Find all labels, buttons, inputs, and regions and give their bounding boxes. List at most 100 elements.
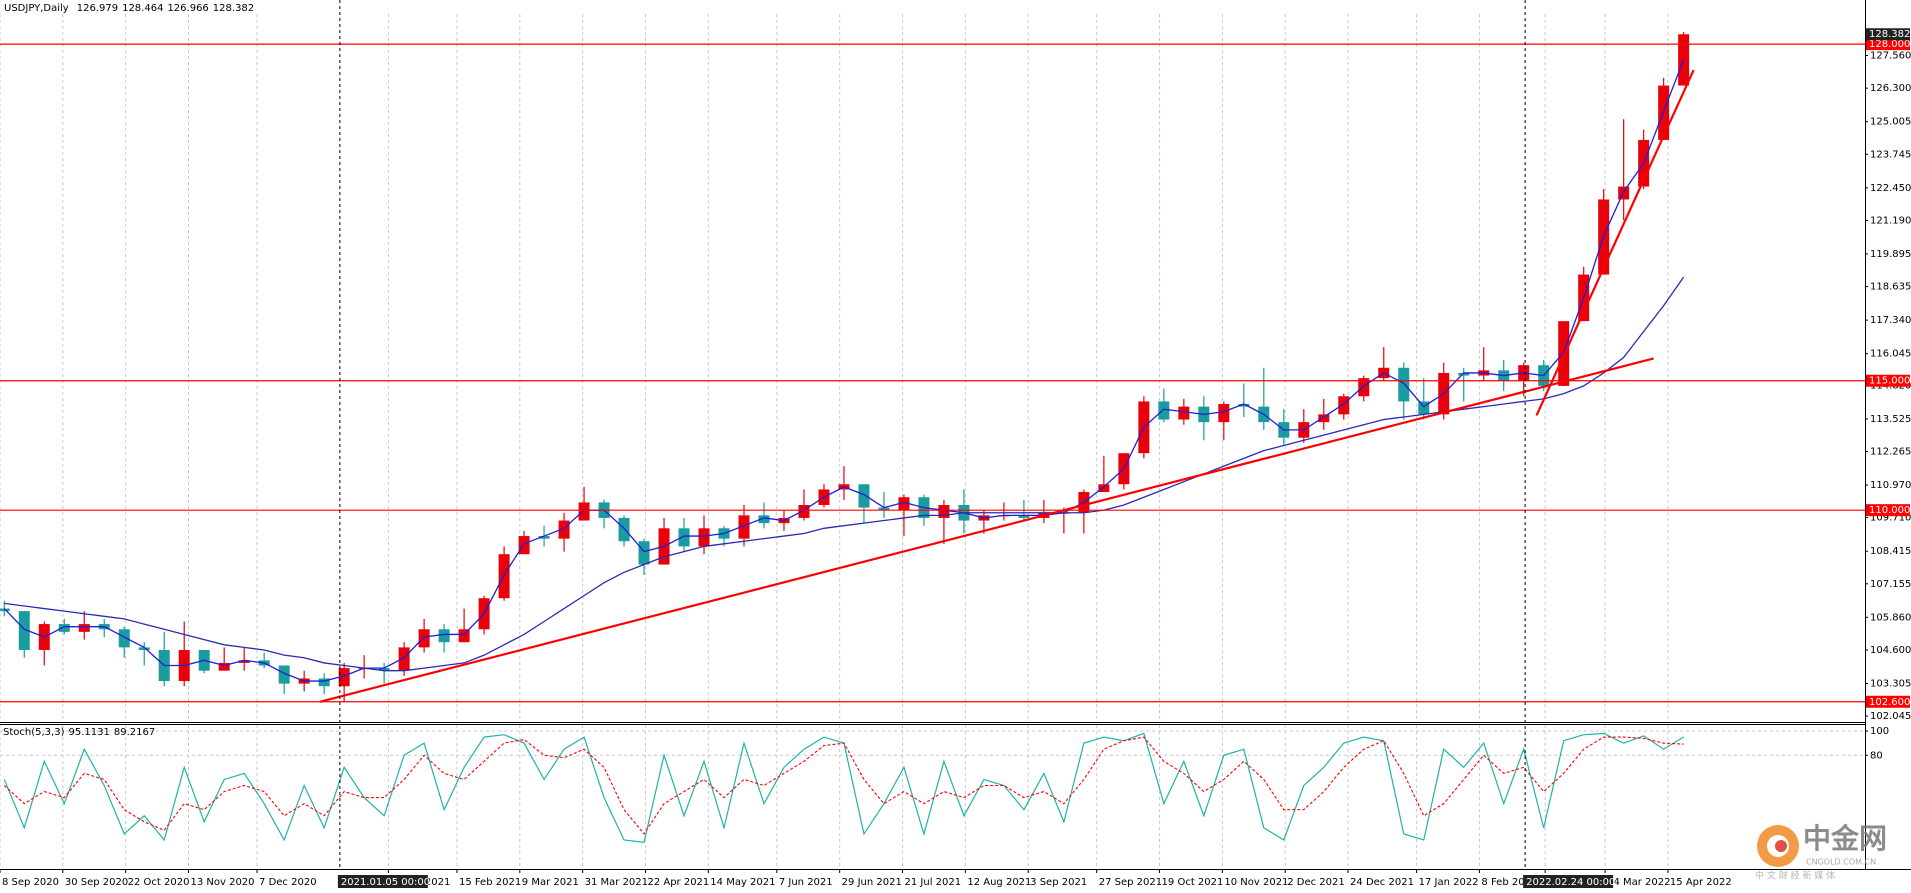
candle-body: [338, 668, 350, 687]
candle-body: [138, 647, 150, 650]
x-tick-label: 24 Dec 2021: [1350, 877, 1414, 888]
x-tick-label: 22 Apr 2021: [647, 877, 709, 888]
candle-body: [78, 624, 90, 632]
candle-body: [1418, 401, 1430, 415]
candle-body: [398, 647, 410, 671]
candle-body: [938, 504, 950, 518]
level-label: 115.000: [1869, 376, 1910, 387]
moving-average: [4, 276, 1685, 672]
candle-body: [1358, 378, 1370, 397]
x-tick-label: 7 Jun 2021: [779, 877, 833, 888]
y-tick-label: 104.600: [1870, 645, 1911, 656]
candle-body: [238, 660, 250, 663]
candle-body: [1098, 484, 1110, 493]
y-tick-label: 121.190: [1870, 215, 1911, 226]
candle-body: [1218, 404, 1230, 423]
marker-label-box: [1523, 875, 1614, 888]
candle-body: [538, 536, 550, 539]
x-tick-label: 29 Jun 2021: [842, 877, 902, 888]
trend-line: [319, 357, 1654, 703]
stoch-d-last: 89.2167: [114, 727, 155, 738]
axis-layer: 127.560 126.300 125.005 123.745 122.450 121.1…: [0, 28, 1911, 888]
candle-body: [1318, 414, 1330, 423]
candle-body: [458, 629, 470, 643]
price-label: 128.382: [1869, 29, 1910, 40]
x-tick-label: 12 Aug 2021: [967, 877, 1031, 888]
stoch-k-last: 95.1131: [68, 727, 109, 738]
data-layer: [0, 0, 1865, 869]
candle-body: [58, 624, 70, 632]
candle-body: [858, 484, 870, 508]
x-tick-label: 8 Feb 2022: [1481, 877, 1537, 888]
candle-body: [878, 507, 890, 511]
grid-layer: [0, 14, 1865, 869]
trend-line: [1535, 69, 1695, 416]
y-tick-label: 116.045: [1870, 349, 1911, 360]
y-tick-label: 102.045: [1870, 711, 1911, 722]
x-tick-label: 13 Nov 2020: [190, 877, 254, 888]
y-tick-label: 125.005: [1870, 117, 1911, 128]
candle-body: [1238, 404, 1250, 407]
header-open: 126.979: [77, 3, 118, 14]
candle-body: [1338, 396, 1350, 415]
moving-average: [3, 59, 1685, 682]
y-tick-label: 119.895: [1870, 249, 1911, 260]
watermark: 中金网 CNGOLD.COM.CN 中 文 财 经 新 媒 体: [1755, 822, 1887, 882]
candle-body: [578, 502, 590, 521]
x-tick-label: 15 Apr 2022: [1670, 877, 1732, 888]
candle-body: [1398, 367, 1410, 402]
watermark-title: 中金网: [1803, 822, 1887, 855]
candle-body: [1178, 406, 1190, 420]
y-tick-label: 113.525: [1870, 414, 1911, 425]
candle-body: [758, 515, 770, 524]
x-tick-label: 24 Mar 2022: [1607, 877, 1670, 888]
logo-dot: [1775, 840, 1787, 852]
watermark-url: CNGOLD.COM.CN: [1806, 858, 1876, 867]
y-tick-label: 100: [1870, 726, 1889, 737]
level-label: 102.600: [1869, 697, 1910, 708]
chart-header: USDJPY,Daily 126.979 128.464 126.966 128.382: [4, 3, 254, 14]
marker-label: 2021.01.05 00:00: [341, 877, 430, 888]
x-tick-label: 7 Dec 2020: [259, 877, 317, 888]
x-tick-label: 9 Mar 2021: [522, 877, 579, 888]
candle-body: [638, 541, 650, 565]
x-tick-label: 14 May 2021: [710, 877, 775, 888]
x-tick-label: 21 Jul 2021: [905, 877, 962, 888]
candle-body: [1458, 372, 1470, 376]
candle-body: [698, 528, 710, 547]
candle-body: [218, 662, 230, 671]
candle-body: [118, 629, 130, 648]
stoch-header: Stoch(5,3,3) 95.1131 89.2167: [3, 727, 155, 738]
level-label-box: [1866, 504, 1910, 517]
watermark-tagline: 中 文 财 经 新 媒 体: [1755, 870, 1835, 882]
candle-body: [898, 497, 910, 511]
marker-label-box: [337, 875, 428, 888]
level-label-box: [1866, 695, 1910, 708]
level-label-box: [1866, 38, 1910, 51]
x-tick-label: 27 Sep 2021: [1099, 877, 1162, 888]
level-label-box: [1866, 374, 1910, 387]
x-tick-label: 3 Sep 2021: [1030, 877, 1087, 888]
price-label-box: [1866, 28, 1910, 41]
level-label: 110.000: [1869, 505, 1910, 516]
y-tick-label: 108.415: [1870, 546, 1911, 557]
stoch-d-line: [3, 736, 1684, 835]
candle-body: [798, 504, 810, 518]
header-high: 128.464: [122, 3, 163, 14]
y-tick-label: 103.305: [1870, 679, 1911, 690]
y-tick-label: 122.450: [1870, 183, 1911, 194]
candle-body: [278, 665, 290, 684]
candle-body: [418, 629, 430, 648]
x-tick-label: 22 Oct 2020: [128, 877, 190, 888]
x-tick-label: 19 Oct 2021: [1162, 877, 1224, 888]
candle-body: [1018, 515, 1030, 518]
y-tick-label: 118.635: [1870, 282, 1911, 293]
x-tick-label: 2 Dec 2021: [1287, 877, 1345, 888]
candle-body: [738, 515, 750, 539]
header-close: 128.382: [213, 3, 254, 14]
candle-body: [378, 668, 390, 671]
x-tick-label: 31 Mar 2021: [585, 877, 648, 888]
y-tick-label: 107.155: [1870, 579, 1911, 590]
